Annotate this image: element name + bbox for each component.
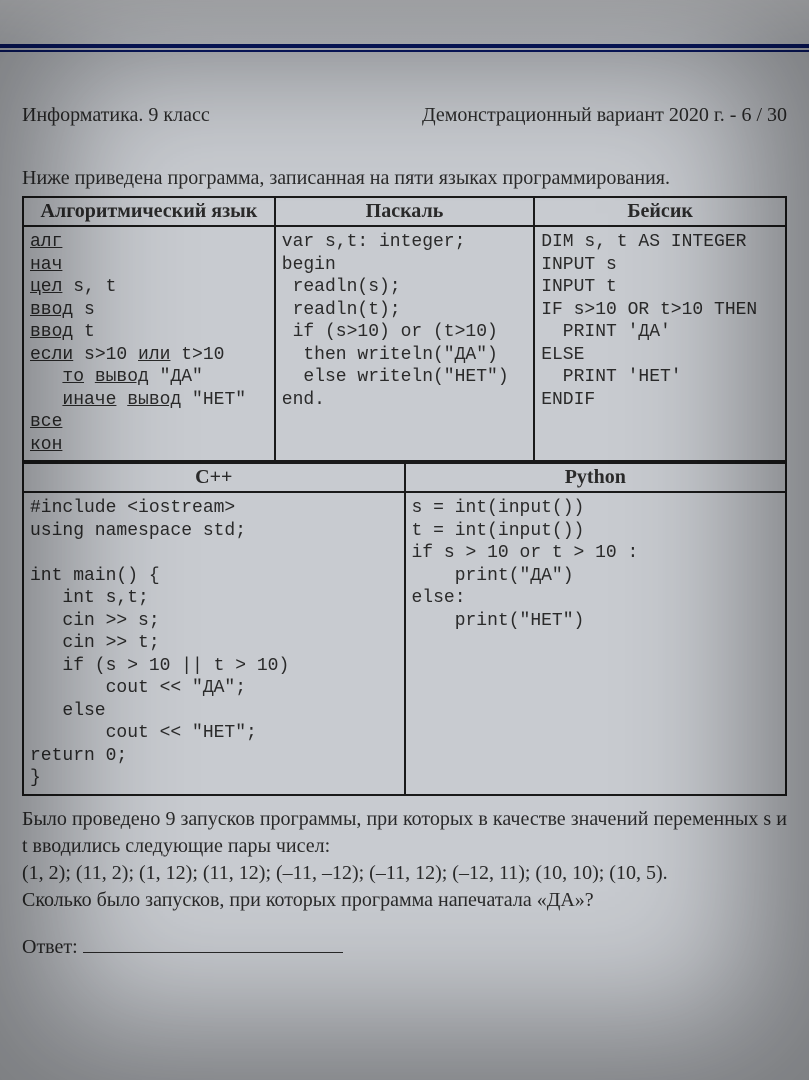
intro-text: Ниже приведена программа, записанная на … (22, 167, 787, 190)
page-header: Информатика. 9 класс Демонстрационный ва… (22, 104, 787, 127)
code-table-2: С++ Python #include <iostream> using nam… (22, 462, 787, 796)
cell-cpp: #include <iostream> using namespace std;… (23, 492, 405, 795)
question-pairs: (1, 2); (11, 2); (1, 12); (11, 12); (–11… (22, 862, 668, 884)
col-header-basic: Бейсик (534, 197, 786, 226)
header-left: Информатика. 9 класс (22, 104, 210, 127)
window-top-bar (0, 0, 809, 48)
col-header-cpp: С++ (23, 463, 405, 492)
answer-row: Ответ: (22, 936, 787, 959)
question-q: Сколько было запусков, при которых прогр… (22, 889, 594, 911)
cell-basic: DIM s, t AS INTEGER INPUT s INPUT t IF s… (534, 226, 786, 461)
col-header-alg: Алгоритмический язык (23, 197, 275, 226)
cell-pascal: var s,t: integer; begin readln(s); readl… (275, 226, 534, 461)
col-header-pascal: Паскаль (275, 197, 534, 226)
answer-label: Ответ: (22, 936, 78, 958)
cell-alg: алг нач цел s, t ввод s ввод t если s>10… (23, 226, 275, 461)
cell-python: s = int(input()) t = int(input()) if s >… (405, 492, 787, 795)
question-p1: Было проведено 9 запусков программы, при… (22, 808, 787, 857)
header-right: Демонстрационный вариант 2020 г. - 6 / 3… (422, 104, 787, 127)
question-block: Было проведено 9 запусков программы, при… (22, 806, 787, 914)
answer-blank-line (83, 952, 343, 953)
page-content: Информатика. 9 класс Демонстрационный ва… (0, 48, 809, 983)
code-table-1: Алгоритмический язык Паскаль Бейсик алг … (22, 196, 787, 462)
col-header-python: Python (405, 463, 787, 492)
